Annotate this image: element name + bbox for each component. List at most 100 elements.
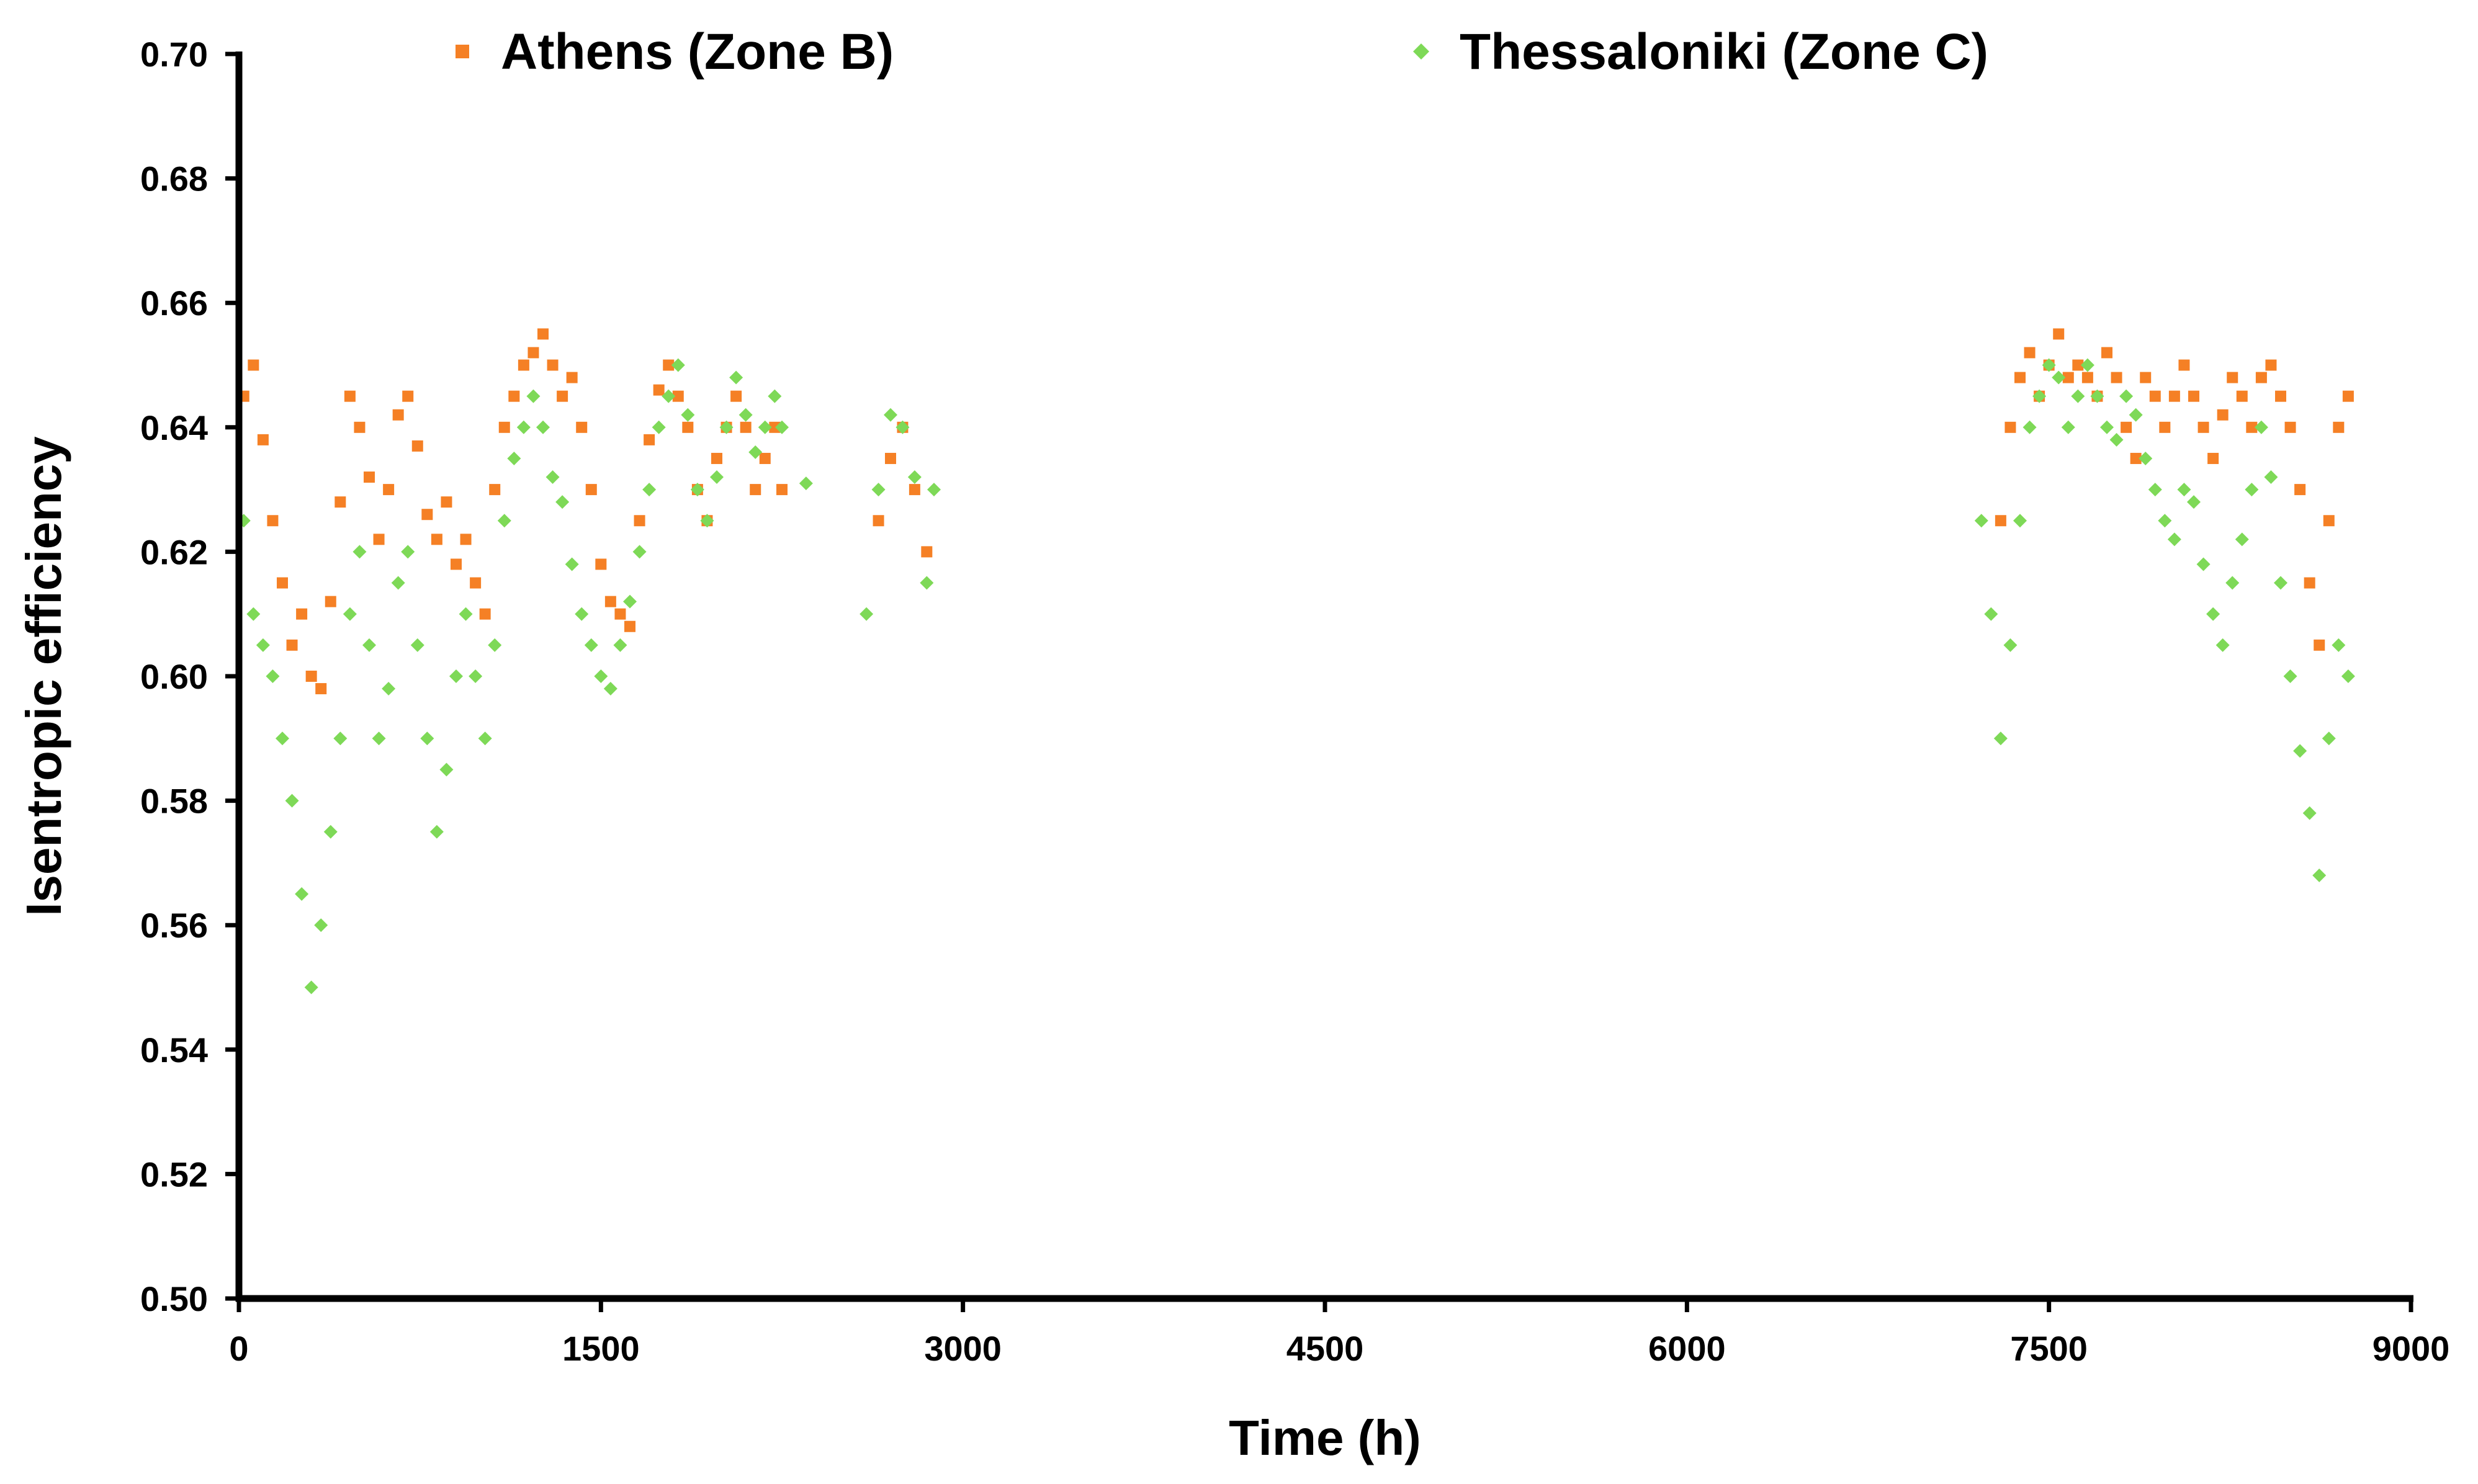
data-point [296, 608, 308, 620]
data-point [537, 328, 549, 340]
data-point [420, 731, 434, 746]
data-point [624, 620, 635, 632]
data-point [2283, 669, 2297, 683]
data-point [584, 638, 598, 652]
data-point [469, 669, 483, 683]
data-point [2111, 372, 2122, 383]
data-point [344, 390, 356, 402]
data-point [2014, 372, 2026, 383]
data-point [860, 607, 874, 621]
data-point [690, 483, 704, 497]
data-point [623, 594, 637, 609]
data-point [769, 421, 781, 433]
data-point [2013, 514, 2027, 528]
data-point [2332, 638, 2346, 652]
data-point [2101, 347, 2112, 359]
data-point [323, 825, 338, 839]
data-point [429, 825, 444, 839]
data-point [775, 420, 789, 434]
legend-item: Athens (Zone B) [456, 24, 894, 80]
data-point [671, 358, 685, 372]
data-point [2178, 359, 2190, 371]
x-tick-label: 4500 [1286, 1329, 1364, 1368]
data-point [1974, 514, 1988, 528]
data-point [738, 408, 753, 422]
data-point [2024, 347, 2036, 359]
x-tick-label: 7500 [2010, 1329, 2088, 1368]
x-tick-label: 9000 [2373, 1329, 2450, 1368]
data-point [632, 545, 647, 559]
data-point [2246, 421, 2258, 433]
legend: Athens (Zone B) Thessaloniki (Zone C) [456, 24, 1988, 80]
data-point [2196, 557, 2211, 571]
data-point [2197, 421, 2209, 433]
data-point [305, 671, 317, 682]
data-point [527, 347, 539, 359]
data-point [575, 607, 589, 621]
data-point [248, 359, 259, 371]
data-point [2042, 358, 2056, 372]
data-point [304, 980, 318, 995]
data-point [2314, 639, 2325, 651]
data-point [489, 484, 501, 496]
y-tick-label: 0.64 [140, 408, 208, 447]
data-point [2158, 514, 2172, 528]
y-axis-title: Isentropic efficiency [16, 436, 71, 916]
data-point [2245, 483, 2259, 497]
data-point [459, 607, 473, 621]
data-point [439, 762, 454, 777]
data-point [354, 421, 366, 433]
data-point [719, 420, 734, 434]
data-point [373, 534, 385, 545]
data-point [2275, 390, 2286, 402]
data-point [884, 408, 897, 422]
data-point [2304, 577, 2315, 589]
data-point [333, 731, 348, 746]
data-point [557, 390, 568, 402]
data-point [2177, 483, 2191, 497]
data-point [526, 389, 541, 403]
data-point [421, 509, 433, 521]
data-point [2032, 389, 2047, 403]
data-point [343, 607, 357, 621]
legend-marker [456, 45, 469, 58]
data-point [2284, 421, 2296, 433]
y-tick-label: 0.58 [140, 782, 208, 821]
data-point [871, 483, 886, 497]
data-point [2140, 372, 2152, 383]
data-point [451, 558, 462, 570]
data-point [431, 534, 442, 545]
data-point [2265, 359, 2277, 371]
data-point [2109, 432, 2124, 447]
data-point [391, 576, 405, 590]
x-tick-label: 1500 [562, 1329, 640, 1368]
legend-marker [1413, 43, 1429, 60]
y-tick-label: 0.56 [140, 906, 208, 945]
data-point [2080, 358, 2094, 372]
data-point [382, 682, 396, 696]
data-point [711, 452, 722, 464]
data-point [536, 420, 550, 434]
data-point [277, 577, 288, 589]
data-point [2022, 420, 2037, 434]
data-point [565, 557, 579, 571]
data-point [295, 887, 309, 901]
data-point [2255, 372, 2267, 383]
x-tick-label: 6000 [1648, 1329, 1726, 1368]
data-point [729, 370, 743, 385]
data-point [285, 793, 299, 808]
y-tick-label: 0.60 [140, 657, 208, 696]
data-point [315, 683, 327, 695]
data-point [2312, 868, 2327, 882]
legend-label: Athens (Zone B) [501, 24, 894, 80]
data-point [740, 421, 752, 433]
data-point [1995, 515, 2006, 527]
data-point [498, 421, 510, 433]
data-point [2062, 372, 2074, 383]
data-point [2207, 452, 2219, 464]
data-point [411, 440, 423, 452]
data-point [614, 608, 626, 620]
data-point [759, 452, 771, 464]
